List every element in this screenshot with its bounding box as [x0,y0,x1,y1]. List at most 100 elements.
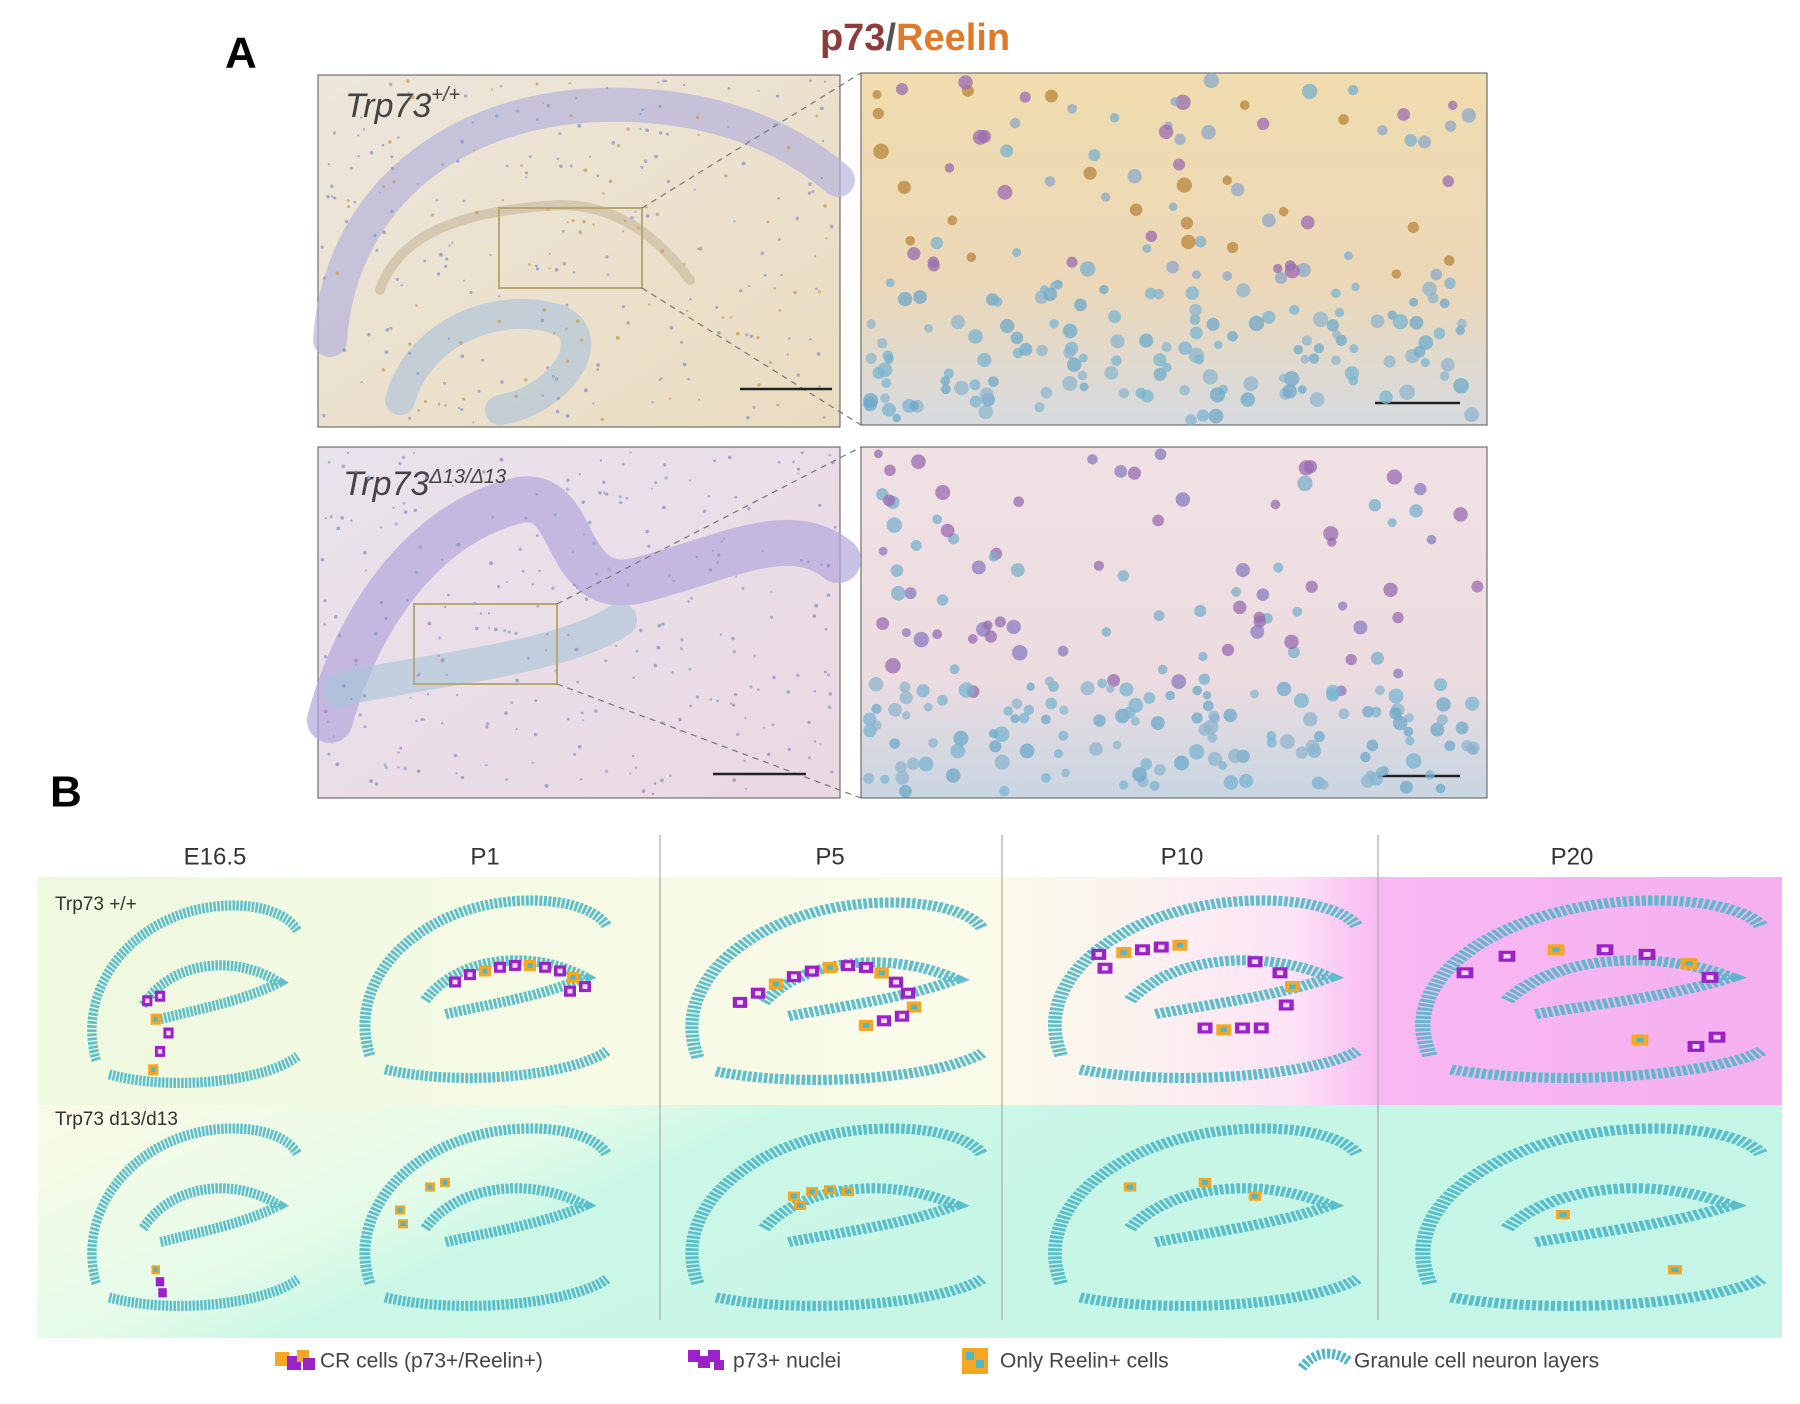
cell-nucleus [1101,627,1112,637]
cell-nucleus [796,673,800,678]
cell-nucleus [818,503,822,508]
cell-marker [1456,967,1474,979]
cell-nucleus [1444,120,1457,132]
cell-marker [425,1182,435,1192]
cell-nucleus [1368,498,1382,512]
cell-nucleus [979,387,994,402]
cell-nucleus [906,757,920,770]
cell-nucleus [978,404,993,420]
cell-nucleus [863,397,878,412]
stage-label: P1 [470,843,499,870]
cell-marker [564,985,576,997]
cell-nucleus [583,388,588,393]
cell-nucleus [760,251,765,256]
cr-core [1503,953,1511,959]
cell-nucleus [645,529,649,534]
cr-core [582,984,588,989]
hippocampus-schematic [685,1123,989,1311]
cell-marker [148,1064,159,1076]
cell-nucleus [688,479,691,482]
cell-nucleus [1457,318,1467,329]
cell-nucleus [556,396,560,401]
cell-marker [151,1265,160,1275]
cell-nucleus [1053,749,1064,759]
cell-nucleus [709,698,713,702]
cell-nucleus [1100,192,1111,202]
cell-nucleus [876,617,890,630]
cell-nucleus [462,279,466,282]
cell-nucleus [1109,113,1120,123]
cell-nucleus [598,491,602,495]
cell-nucleus [863,712,877,726]
genotype-label: Trp73+/+ [345,84,460,125]
granule-layer [685,1123,989,1286]
cell-nucleus [958,75,973,90]
cell-nucleus [1279,373,1289,383]
cr-core [1095,952,1102,957]
cell-nucleus [1334,307,1345,318]
cell-nucleus [833,525,837,529]
cell-marker [1631,1034,1649,1046]
cell-nucleus [711,549,714,552]
cell-nucleus [734,495,738,499]
cr-core [1276,970,1284,976]
cell-nucleus [594,709,598,713]
cell-nucleus [416,674,420,677]
legend: CR cells (p73+/Reelin+) p73+ nuclei Only… [275,1348,1599,1374]
cell-nucleus [1114,464,1128,478]
cell-nucleus [358,713,362,717]
cell-nucleus [1044,176,1056,187]
cell-nucleus [1145,230,1158,243]
cell-nucleus [1127,169,1142,184]
cell-nucleus [662,505,666,510]
cell-nucleus [412,451,416,454]
cell-nucleus [324,655,328,659]
cell-nucleus [1176,177,1192,193]
reelin-core [397,1207,403,1213]
cell-nucleus [1019,743,1035,759]
cell-nucleus [1243,376,1259,392]
granule-layer [87,900,302,1063]
cell-nucleus [329,515,333,519]
cell-marker [1253,1022,1269,1034]
cell-nucleus [822,416,826,419]
cell-nucleus [877,338,888,349]
cell-nucleus [1083,166,1097,180]
cell-nucleus [551,586,555,591]
cell-marker [1498,950,1516,962]
cell-nucleus [828,692,832,696]
cell-nucleus [456,542,461,547]
cell-nucleus [389,82,393,87]
cell-nucleus [1062,323,1078,339]
cell-nucleus [1323,526,1339,542]
cell-nucleus [687,600,690,603]
cell-nucleus [1409,297,1419,307]
cell-nucleus [1097,678,1108,689]
cell-nucleus [1444,740,1456,752]
cell-marker [1272,967,1288,979]
cell-nucleus [489,561,493,566]
cr-core [755,990,761,996]
cell-nucleus [747,506,751,511]
cr-core [157,1049,163,1054]
cell-nucleus [648,303,651,306]
cell-nucleus [1000,144,1014,158]
cell-nucleus [788,337,791,340]
cell-nucleus [733,692,738,697]
cell-nucleus [899,784,912,798]
cell-nucleus [1202,690,1212,700]
cell-nucleus [1441,357,1455,372]
cell-nucleus [658,378,662,382]
cell-nucleus [1174,755,1190,771]
cell-nucleus [1218,761,1228,770]
cell-nucleus [966,252,977,263]
cell-nucleus [769,361,772,364]
cell-nucleus [757,688,760,691]
cell-nucleus [546,632,549,636]
cell-nucleus [657,623,662,628]
cell-nucleus [720,540,723,543]
cell-nucleus [1399,384,1415,401]
cell-nucleus [671,671,675,674]
cr-core [467,972,473,977]
cell-nucleus [872,107,884,120]
